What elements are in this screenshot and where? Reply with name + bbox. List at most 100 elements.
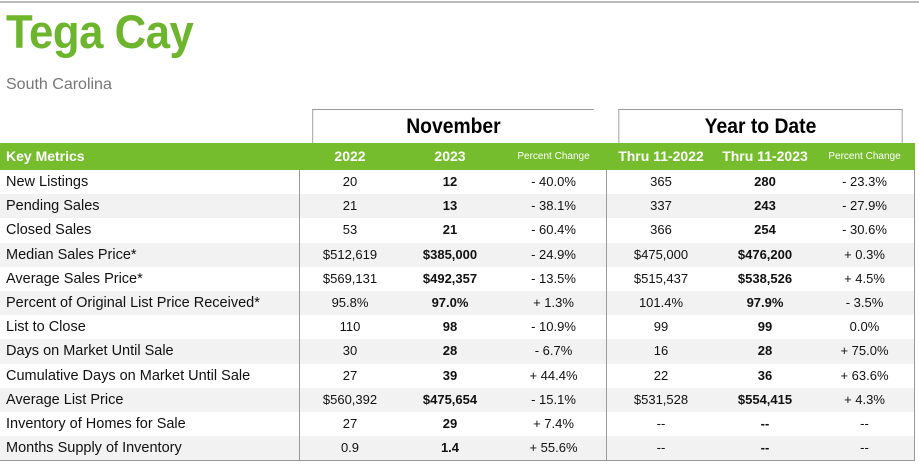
table-cell: $569,131	[322, 270, 378, 286]
table-cell: - 23.3%	[842, 174, 887, 189]
table-cell: 99	[653, 319, 669, 335]
table-row	[0, 387, 915, 412]
column-header: 2022	[334, 148, 366, 164]
column-header: Thru 11-2022	[618, 148, 704, 164]
table-cell: + 63.6%	[840, 367, 889, 383]
table-cell: 27	[342, 416, 358, 431]
table-row	[0, 363, 915, 388]
column-border	[606, 170, 607, 461]
table-cell: 30	[342, 343, 358, 359]
table-row	[0, 315, 915, 340]
column-header: Percent Change	[828, 151, 901, 162]
table-cell: Percent of Original List Price Received*	[6, 295, 260, 311]
table-cell: 22	[653, 367, 669, 383]
table-cell: - 27.9%	[842, 198, 887, 214]
table-cell: 280	[754, 174, 776, 189]
table-cell: 13	[442, 198, 458, 214]
table-cell: - 6.7%	[534, 343, 573, 359]
table-cell: + 75.0%	[840, 343, 889, 359]
table-cell: 27	[342, 367, 358, 383]
table-cell: - 40.0%	[531, 174, 576, 189]
table-cell: 28	[757, 343, 773, 359]
table-cell: $475,654	[422, 391, 478, 407]
table-cell: 95.8%	[331, 295, 369, 310]
title: Tega Cay	[6, 5, 194, 58]
table-cell: New Listings	[6, 174, 89, 190]
table-cell: + 55.6%	[529, 440, 578, 456]
table-cell: Pending Sales	[6, 198, 100, 215]
column-header: 2023	[434, 148, 466, 164]
table-cell: --	[860, 416, 869, 431]
group-header: November	[312, 109, 594, 143]
table-cell: 97.0%	[431, 295, 469, 310]
table-cell: - 24.9%	[531, 246, 576, 262]
column-header: Key Metrics	[6, 148, 85, 164]
table-cell: --	[760, 440, 770, 456]
table-cell: + 7.4%	[533, 416, 574, 431]
table-cell: 0.0%	[849, 319, 880, 335]
table-cell: Closed Sales	[6, 222, 92, 239]
top-rule	[0, 1, 919, 3]
table-cell: $554,415	[737, 391, 793, 407]
table-cell: - 13.5%	[531, 270, 576, 286]
table-cell: Months Supply of Inventory	[6, 440, 182, 457]
table-cell: $538,526	[737, 270, 793, 286]
table-cell: 20	[342, 174, 358, 189]
column-header: Percent Change	[517, 151, 590, 162]
table-cell: + 0.3%	[844, 246, 885, 262]
table-cell: 0.9	[340, 440, 360, 456]
table-cell: --	[656, 416, 666, 431]
column-border	[299, 170, 300, 461]
table-cell: 39	[442, 367, 458, 383]
table-cell: - 30.6%	[842, 222, 887, 238]
table-cell: 36	[757, 367, 773, 383]
table-cell: + 4.5%	[844, 270, 885, 286]
table-cell: 97.9%	[746, 295, 784, 310]
table-row	[0, 194, 915, 219]
table-cell: 1.4	[440, 440, 460, 456]
table-row	[0, 170, 915, 195]
header-row	[0, 143, 915, 170]
table-cell: --	[860, 440, 869, 456]
table-cell: --	[656, 440, 666, 456]
table-cell: $560,392	[322, 391, 378, 407]
table-row	[0, 339, 915, 364]
table-cell: 365	[650, 174, 672, 189]
table-cell: - 60.4%	[531, 222, 576, 238]
bottom-rule	[0, 460, 915, 462]
table-cell: Inventory of Homes for Sale	[6, 416, 186, 432]
table-cell: 101.4%	[638, 295, 684, 310]
table-cell: $475,000	[633, 246, 689, 262]
table-cell: $515,437	[633, 270, 689, 286]
table-cell: Cumulative Days on Market Until Sale	[6, 367, 251, 384]
table-cell: 98	[442, 319, 458, 335]
table-cell: + 4.3%	[844, 391, 885, 407]
table-cell: Average Sales Price*	[6, 270, 143, 287]
table-cell: $476,200	[737, 246, 793, 262]
column-header: Thru 11-2023	[722, 148, 808, 164]
table-cell: List to Close	[6, 319, 86, 336]
table-row	[0, 266, 915, 291]
table-cell: 110	[339, 319, 361, 335]
table-cell: - 3.5%	[845, 295, 884, 310]
column-border	[914, 170, 915, 461]
table-cell: Median Sales Price*	[6, 246, 137, 263]
table-cell: $531,528	[633, 391, 689, 407]
table-cell: 99	[757, 319, 773, 335]
table-cell: 366	[650, 222, 672, 238]
table-cell: $492,357	[422, 270, 478, 286]
table-cell: 21	[342, 198, 358, 214]
table-cell: 243	[754, 198, 776, 214]
table-cell: - 10.9%	[531, 319, 576, 335]
table-cell: - 15.1%	[531, 391, 576, 407]
table-row	[0, 412, 915, 437]
table-cell: $512,619	[322, 246, 378, 262]
table-cell: + 44.4%	[529, 367, 578, 383]
subtitle: South Carolina	[6, 76, 112, 93]
table-cell: + 1.3%	[533, 295, 574, 310]
table-row	[0, 218, 915, 243]
table-cell: Days on Market Until Sale	[6, 343, 174, 360]
table-cell: Average List Price	[6, 391, 124, 408]
table-cell: 53	[342, 222, 358, 238]
